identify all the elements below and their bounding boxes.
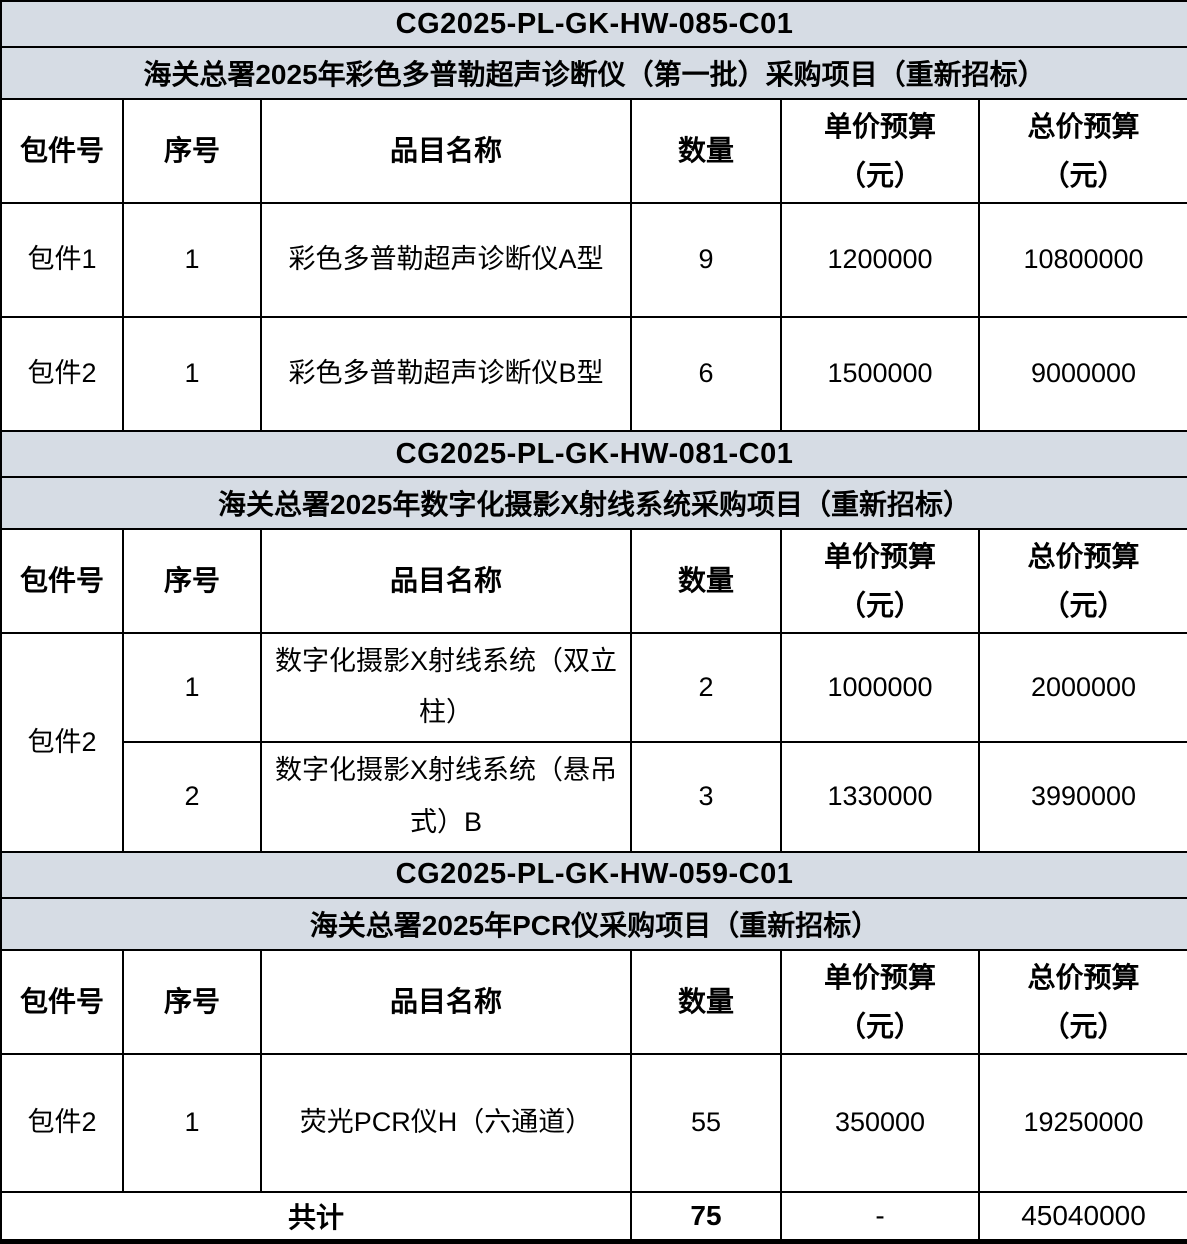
cell-unit-price: 1000000 (780, 632, 980, 743)
cell-package: 包件2 (0, 316, 124, 432)
section3-header-row: 包件号 序号 品目名称 数量 单价预算 （元） 总价预算 （元） (0, 948, 1187, 1055)
unit-price-currency: （元） (837, 590, 922, 621)
total-total-price: 45040000 (977, 1190, 1187, 1244)
total-label: 共计 (0, 1190, 632, 1244)
col-header-item: 品目名称 (260, 528, 632, 634)
section1-title-row: 海关总署2025年彩色多普勒超声诊断仪（第一批）采购项目（重新招标） (0, 46, 1187, 100)
col-header-seq: 序号 (122, 528, 262, 634)
total-price-label: 总价预算 (1027, 111, 1140, 142)
unit-price-label: 单价预算 (823, 111, 936, 142)
unit-price-currency: （元） (837, 160, 922, 191)
cell-package: 包件2 (0, 632, 124, 853)
col-header-seq: 序号 (122, 98, 262, 204)
total-price-label: 总价预算 (1027, 541, 1140, 572)
section1-project-title: 海关总署2025年彩色多普勒超声诊断仪（第一批）采购项目（重新招标） (0, 46, 1187, 100)
col-header-total-price: 总价预算 （元） (977, 98, 1187, 204)
col-header-unit-price: 单价预算 （元） (780, 98, 980, 204)
col-header-item: 品目名称 (260, 98, 632, 204)
table-row: 包件1 1 彩色多普勒超声诊断仪A型 9 1200000 10800000 (0, 202, 1187, 318)
total-price-currency: （元） (1041, 1010, 1126, 1042)
col-header-package: 包件号 (0, 98, 124, 204)
cell-unit-price: 1330000 (780, 740, 980, 853)
cell-item: 彩色多普勒超声诊断仪B型 (260, 316, 632, 432)
cell-total-price: 19250000 (977, 1052, 1187, 1193)
section3-title-row: 海关总署2025年PCR仪采购项目（重新招标） (0, 896, 1187, 951)
cell-qty: 6 (630, 316, 782, 432)
total-qty: 75 (630, 1190, 782, 1244)
col-header-qty: 数量 (630, 528, 782, 634)
total-price-currency: （元） (1041, 160, 1126, 191)
col-header-total-price: 总价预算 （元） (977, 528, 1187, 634)
cell-qty: 9 (630, 202, 782, 318)
section2-project-code: CG2025-PL-GK-HW-081-C01 (0, 430, 1187, 478)
section2-code-row: CG2025-PL-GK-HW-081-C01 (0, 430, 1187, 478)
col-header-unit-price: 单价预算 （元） (780, 948, 980, 1055)
section2-title-row: 海关总署2025年数字化摄影X射线系统采购项目（重新招标） (0, 476, 1187, 530)
cell-unit-price: 1500000 (780, 316, 980, 432)
col-header-package: 包件号 (0, 948, 124, 1055)
cell-unit-price: 1200000 (780, 202, 980, 318)
table-row: 包件2 1 数字化摄影X射线系统（双立柱） 2 1000000 2000000 (0, 632, 1187, 853)
cell-seq: 1 (122, 1052, 262, 1193)
cell-qty: 2 (630, 632, 782, 743)
col-header-package: 包件号 (0, 528, 124, 634)
section1-header-row: 包件号 序号 品目名称 数量 单价预算 （元） 总价预算 （元） (0, 98, 1187, 204)
cell-item: 彩色多普勒超声诊断仪A型 (260, 202, 632, 318)
cell-total-price: 2000000 (977, 632, 1187, 743)
unit-price-currency: （元） (837, 1010, 922, 1042)
cell-package: 包件2 (0, 1052, 124, 1193)
cell-item: 数字化摄影X射线系统（双立柱） (260, 632, 632, 743)
total-price-currency: （元） (1041, 590, 1126, 621)
table-row: 包件2 1 荧光PCR仪H（六通道） 55 350000 19250000 (0, 1052, 1187, 1193)
unit-price-label: 单价预算 (823, 961, 936, 993)
table-row: 2 数字化摄影X射线系统（悬吊式）B 3 1330000 3990000 (1, 740, 1187, 853)
section2-project-title: 海关总署2025年数字化摄影X射线系统采购项目（重新招标） (0, 476, 1187, 530)
cell-item: 数字化摄影X射线系统（悬吊式）B (260, 740, 632, 853)
cell-seq: 1 (122, 316, 262, 432)
section1-code-row: CG2025-PL-GK-HW-085-C01 (0, 0, 1187, 48)
cell-total-price: 3990000 (977, 740, 1187, 853)
cell-seq: 1 (122, 632, 262, 743)
cell-seq: 1 (122, 202, 262, 318)
col-header-total-price: 总价预算 （元） (977, 948, 1187, 1055)
col-header-qty: 数量 (630, 948, 782, 1055)
cell-total-price: 10800000 (977, 202, 1187, 318)
col-header-unit-price: 单价预算 （元） (780, 528, 980, 634)
col-header-seq: 序号 (122, 948, 262, 1055)
table-row: 包件2 1 彩色多普勒超声诊断仪B型 6 1500000 9000000 (0, 316, 1187, 432)
unit-price-label: 单价预算 (823, 541, 936, 572)
cell-item: 荧光PCR仪H（六通道） (260, 1052, 632, 1193)
col-header-item: 品目名称 (260, 948, 632, 1055)
total-price-label: 总价预算 (1027, 961, 1140, 993)
total-unit-price: - (780, 1190, 980, 1244)
section3-project-title: 海关总署2025年PCR仪采购项目（重新招标） (0, 896, 1187, 951)
cell-package: 包件1 (0, 202, 124, 318)
cell-unit-price: 350000 (780, 1052, 980, 1193)
cell-qty: 3 (630, 740, 782, 853)
cell-total-price: 9000000 (977, 316, 1187, 432)
section3-project-code: CG2025-PL-GK-HW-059-C01 (0, 850, 1187, 899)
section2-header-row: 包件号 序号 品目名称 数量 单价预算 （元） 总价预算 （元） (0, 528, 1187, 634)
section1-project-code: CG2025-PL-GK-HW-085-C01 (0, 0, 1187, 48)
section3-code-row: CG2025-PL-GK-HW-059-C01 (0, 850, 1187, 899)
col-header-qty: 数量 (630, 98, 782, 204)
cell-seq: 2 (122, 740, 262, 853)
grand-total-row: 共计 75 - 45040000 (0, 1190, 1187, 1244)
cell-qty: 55 (630, 1052, 782, 1193)
